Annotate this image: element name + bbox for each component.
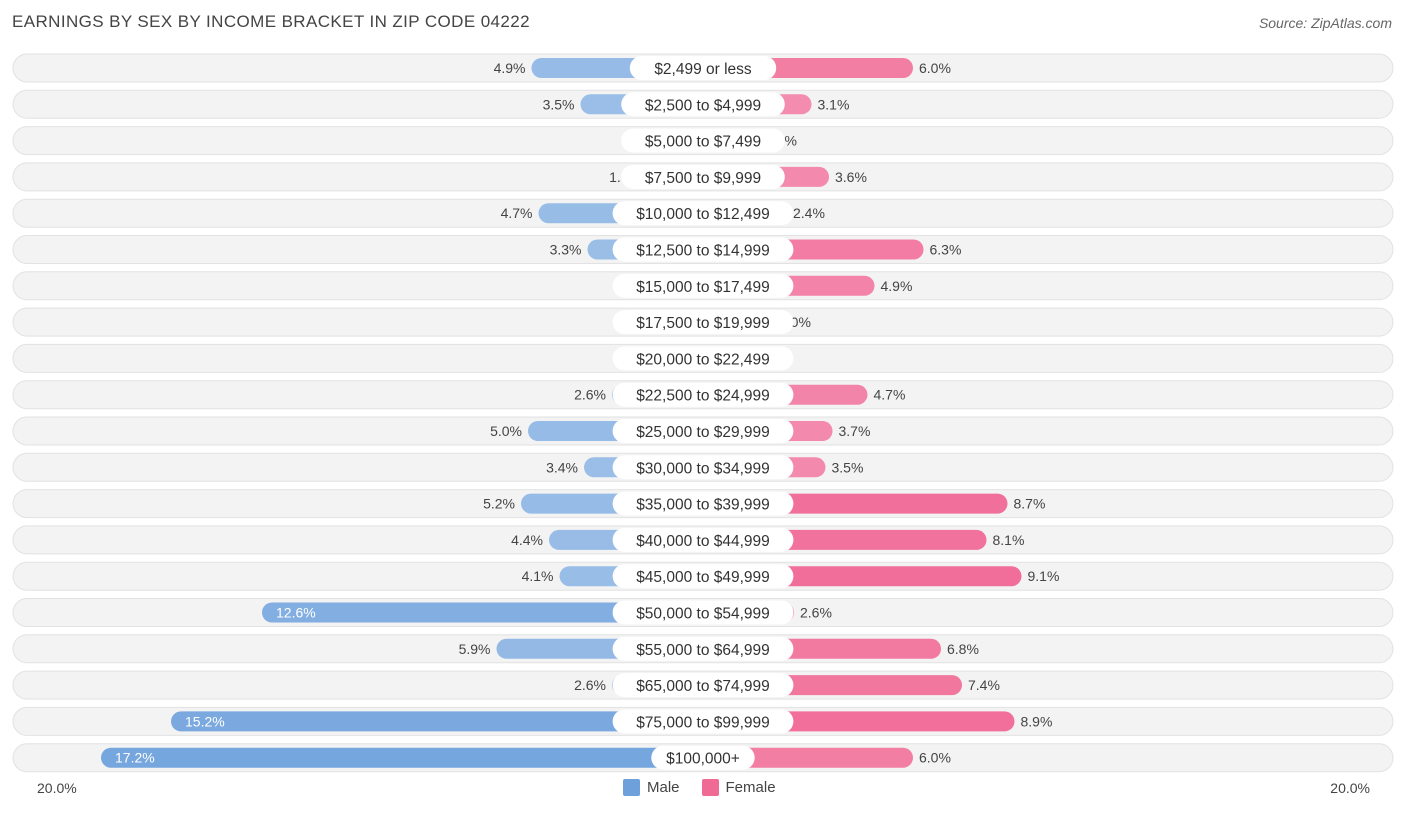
legend-male: Male [623, 779, 680, 796]
category-label: $65,000 to $74,999 [636, 678, 770, 695]
category-label: $2,500 to $4,999 [645, 97, 761, 114]
female-value-label: 7.4% [968, 677, 1000, 693]
male-value-label: 15.2% [185, 713, 225, 729]
category-label: $25,000 to $29,999 [636, 424, 770, 441]
female-value-label: 4.7% [874, 387, 906, 403]
category-label: $12,500 to $14,999 [636, 243, 770, 260]
female-value-label: 4.9% [881, 278, 913, 294]
male-value-label: 3.3% [550, 242, 582, 258]
male-value-label: 5.2% [483, 496, 515, 512]
category-label: $22,500 to $24,999 [636, 388, 770, 405]
category-pill [612, 709, 794, 734]
category-label: $55,000 to $64,999 [636, 642, 770, 659]
category-pill [612, 346, 794, 371]
female-value-label: 8.1% [993, 532, 1025, 548]
legend-male-swatch [623, 779, 640, 796]
male-value-label: 3.4% [546, 459, 578, 475]
male-value-label: 17.2% [115, 750, 155, 766]
category-pill [612, 564, 794, 589]
category-label: $10,000 to $12,499 [636, 206, 770, 223]
category-pill [612, 382, 794, 407]
category-pill [612, 237, 794, 262]
category-label: $5,000 to $7,499 [645, 134, 761, 151]
category-label: $45,000 to $49,999 [636, 569, 770, 586]
legend-female-label: Female [725, 779, 776, 796]
legend: Male Female [623, 779, 798, 796]
male-value-label: 5.0% [490, 423, 522, 439]
category-pill [651, 745, 755, 770]
category-pill [621, 128, 785, 153]
category-pill [629, 56, 777, 80]
female-value-label: 6.3% [930, 242, 962, 258]
category-label: $40,000 to $44,999 [636, 533, 770, 550]
female-value-label: 2.6% [800, 605, 832, 621]
female-value-label: 8.9% [1021, 713, 1053, 729]
axis-left-label: 20.0% [37, 780, 77, 796]
legend-female: Female [701, 779, 776, 796]
category-label: $75,000 to $99,999 [636, 714, 770, 731]
category-label: $35,000 to $39,999 [636, 497, 770, 514]
category-label: $7,500 to $9,999 [645, 170, 761, 187]
category-pill [612, 527, 794, 552]
source-credit: Source: ZipAtlas.com [1258, 15, 1392, 31]
male-value-label: 3.5% [543, 96, 575, 112]
male-bar [171, 711, 703, 732]
category-label: $17,500 to $19,999 [636, 315, 770, 332]
axis-right-label: 20.0% [1330, 780, 1370, 796]
female-value-label: 3.1% [818, 96, 850, 112]
legend-male-label: Male [647, 779, 680, 796]
female-value-label: 6.8% [947, 641, 979, 657]
male-value-label: 2.6% [574, 387, 606, 403]
category-pill [612, 673, 794, 698]
male-bar [101, 747, 703, 768]
category-label: $100,000+ [666, 751, 740, 768]
male-value-label: 5.9% [459, 641, 491, 657]
female-value-label: 9.1% [1028, 568, 1060, 584]
category-label: $50,000 to $54,999 [636, 606, 770, 623]
category-pill [621, 92, 785, 117]
category-pill [612, 273, 794, 298]
category-pill [612, 636, 794, 661]
female-value-label: 3.5% [832, 459, 864, 475]
category-label: $30,000 to $34,999 [636, 460, 770, 477]
category-pill [612, 419, 794, 443]
category-pill [621, 164, 785, 189]
category-label: $2,499 or less [654, 61, 752, 78]
female-value-label: 2.4% [793, 205, 825, 221]
female-value-label: 6.0% [919, 60, 951, 76]
female-value-label: 6.0% [919, 750, 951, 766]
category-label: $15,000 to $17,499 [636, 279, 770, 296]
male-value-label: 4.7% [501, 205, 533, 221]
male-value-label: 12.6% [276, 605, 316, 621]
male-value-label: 2.6% [574, 677, 606, 693]
male-value-label: 4.1% [522, 568, 554, 584]
female-value-label: 3.6% [835, 169, 867, 185]
category-pill [612, 201, 794, 226]
legend-female-swatch [701, 779, 719, 796]
category-pill [612, 455, 794, 480]
male-value-label: 4.4% [511, 532, 543, 548]
male-bar [262, 602, 703, 623]
female-value-label: 8.7% [1014, 496, 1046, 512]
female-bar [703, 747, 913, 768]
male-value-label: 4.9% [494, 60, 526, 76]
category-pill [612, 491, 794, 516]
category-pill [612, 600, 794, 625]
chart-title: EARNINGS BY SEX BY INCOME BRACKET IN ZIP… [12, 12, 530, 31]
category-pill [612, 310, 794, 335]
female-value-label: 3.7% [839, 423, 871, 439]
category-label: $20,000 to $22,499 [636, 351, 770, 368]
